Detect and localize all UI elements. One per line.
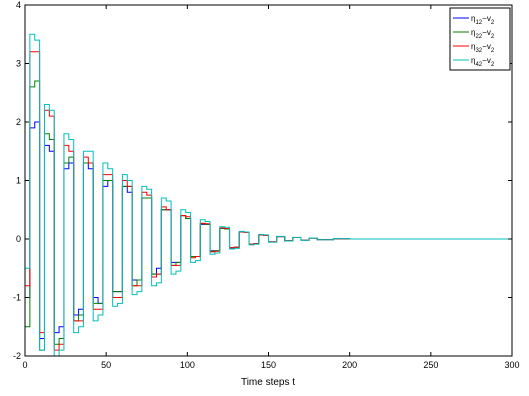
x-tick-label-2: 100	[180, 360, 195, 370]
legend: η12−v2 η22−v2 η32−v2 η42−v2	[449, 7, 511, 71]
y-tick-label-6: 4	[16, 0, 21, 10]
legend-label-1: η12−v2	[471, 14, 495, 26]
y-tick-label-2: 0	[16, 234, 21, 244]
legend-label-3: η32−v2	[471, 42, 495, 54]
y-tick-label-4: 2	[16, 117, 21, 127]
x-tick-label-3: 150	[261, 360, 276, 370]
x-tick-label-4: 200	[342, 360, 357, 370]
x-tick-label-5: 250	[423, 360, 438, 370]
y-tick-label-0: -2	[13, 351, 21, 361]
x-tick-label-0: 0	[22, 360, 27, 370]
x-tick-label-6: 300	[504, 360, 519, 370]
x-axis-label: Time steps t	[241, 377, 295, 388]
ticks-layer: 0 50 100 150 200 250 300 -2 -1 0 1 2 3 4	[13, 0, 520, 370]
series-line-4	[25, 33, 512, 357]
y-tick-label-1: -1	[13, 293, 21, 303]
y-tick-label-5: 3	[16, 59, 21, 69]
x-tick-label-1: 50	[101, 360, 111, 370]
legend-label-4: η42−v2	[471, 56, 495, 68]
legend-label-2: η22−v2	[471, 28, 495, 40]
series-layer	[25, 33, 512, 357]
y-tick-label-3: 1	[16, 176, 21, 186]
